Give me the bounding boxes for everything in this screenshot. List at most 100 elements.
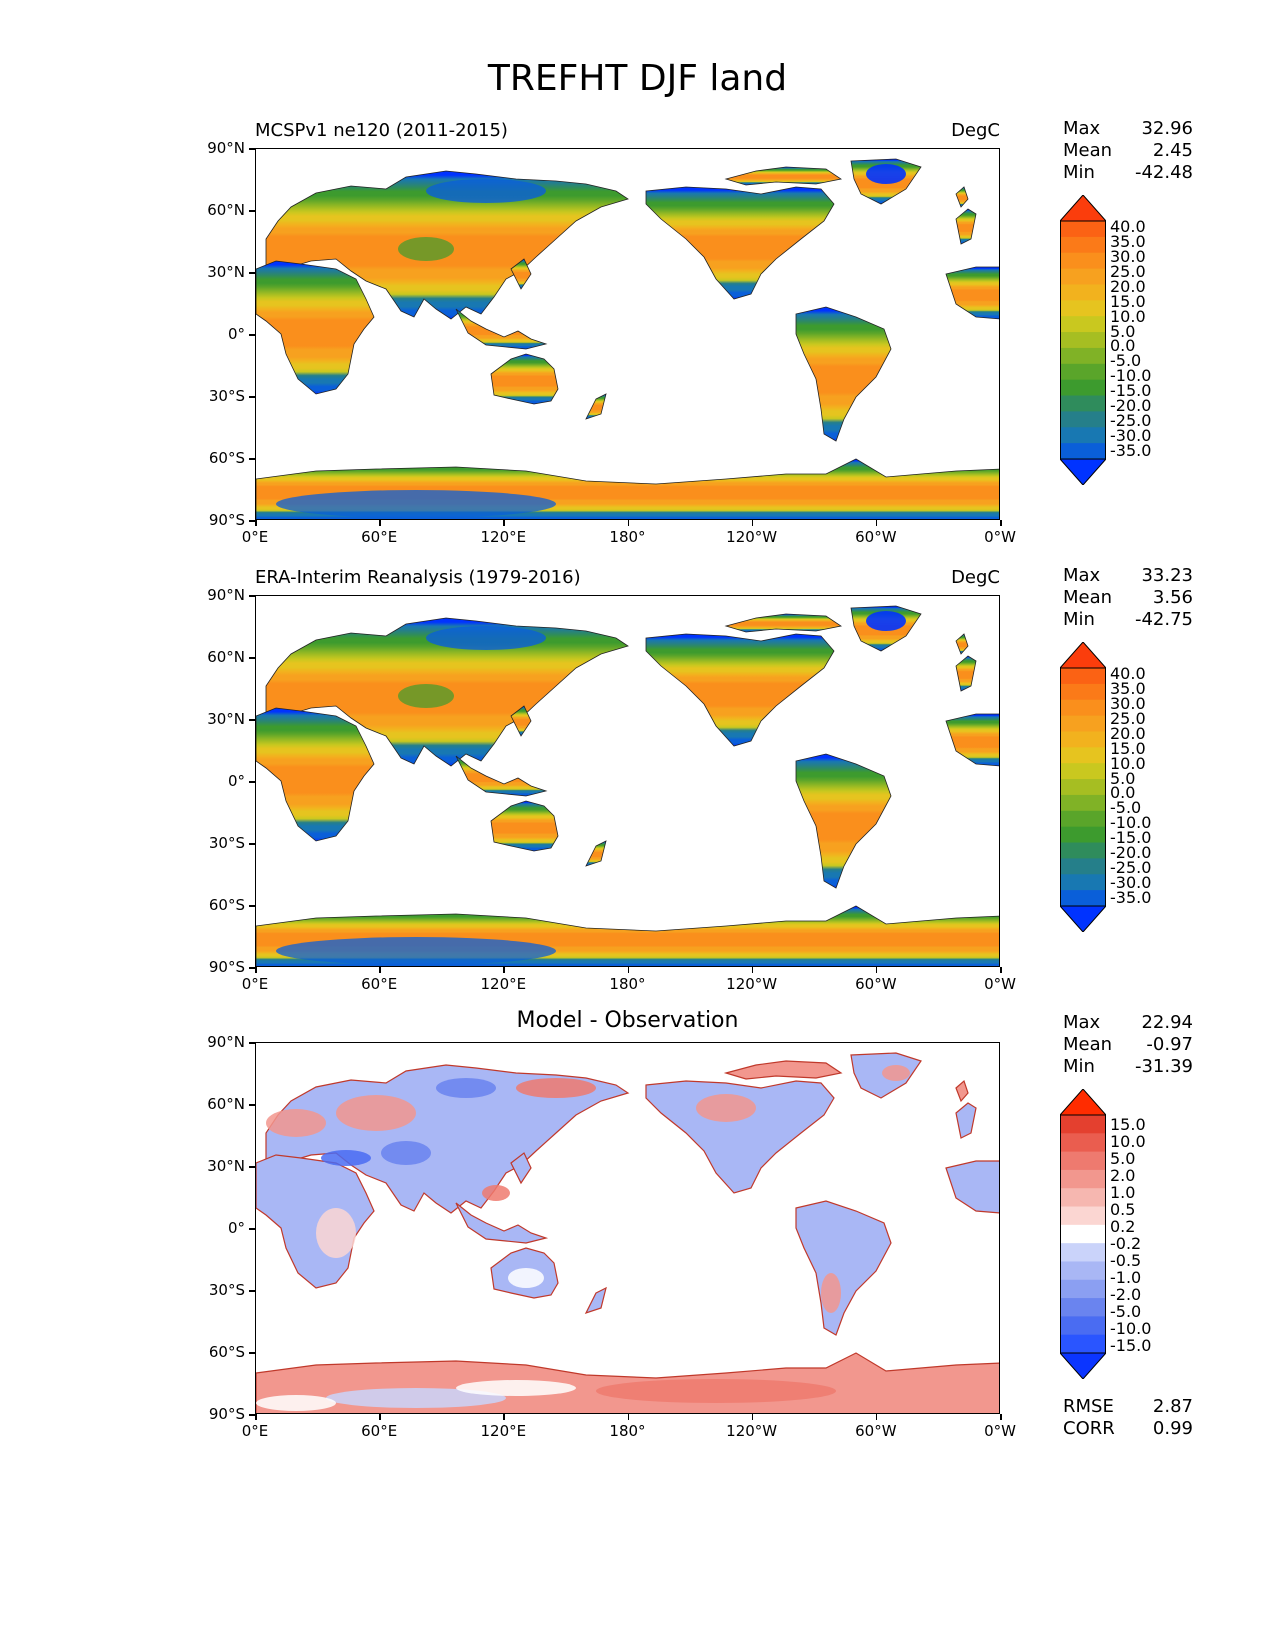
lat-tick-label: 30°N	[207, 263, 245, 281]
colorbar-segment	[1060, 842, 1106, 859]
lon-tick-label: 60°E	[361, 975, 398, 993]
colorbar-tick-label: 30.0	[1110, 247, 1146, 267]
lat-tick-label: 60°S	[208, 1343, 245, 1361]
lon-tick-mark	[751, 520, 754, 526]
colorbar-labels: 40.0 35.0 30.0 25.0 20.0 15.0 10.0 5.0 0.0 -5.0 -1…	[1110, 219, 1152, 460]
land-japan	[510, 258, 532, 290]
accuracy-row: RMSE 2.87	[1063, 1396, 1193, 1418]
lat-tick-label: 90°N	[207, 139, 245, 157]
lon-tick-label: 0°E	[241, 528, 269, 546]
stat-label: Mean	[1063, 1034, 1113, 1055]
stat-label: Max	[1063, 565, 1101, 586]
stat-row: Max 33.23	[1063, 565, 1193, 587]
colorbar-tick-label: 2.0	[1110, 1165, 1136, 1185]
colorbar-segment	[1060, 300, 1106, 317]
lon-tick-label: 120°W	[726, 1422, 778, 1440]
land-arctic	[723, 1060, 843, 1080]
colorbar-tick-label: 20.0	[1110, 723, 1146, 743]
lon-tick-label: 0°W	[984, 975, 1016, 993]
colorbar-segment	[1060, 284, 1106, 301]
stat-row: Min -42.48	[1063, 162, 1193, 184]
stat-value: 2.45	[1152, 140, 1193, 161]
land-nz	[584, 1286, 607, 1315]
land-iberia	[955, 208, 977, 245]
lat-tick-label: 30°S	[208, 1281, 245, 1299]
colorbar-tick-label: 15.0	[1110, 1114, 1146, 1134]
lon-tick-mark	[875, 967, 878, 973]
colorbar-tick-label: 35.0	[1110, 679, 1146, 699]
map-area	[255, 148, 1000, 520]
stat-row: Min -31.39	[1063, 1056, 1193, 1078]
anomaly-patch	[321, 1150, 371, 1166]
land-westafrica	[945, 266, 999, 320]
land-uk	[955, 186, 969, 208]
lat-tick-mark	[249, 781, 255, 783]
colorbar-tick-label: -35.0	[1110, 440, 1152, 460]
lat-tick-label: 60°N	[207, 648, 245, 666]
colorbar-tick-label: 10.0	[1110, 1131, 1146, 1151]
lat-tick-mark	[249, 396, 255, 398]
land-africa	[256, 1154, 375, 1289]
world-map	[256, 1052, 999, 1413]
colorbar-segment	[1060, 1224, 1106, 1244]
colorbar-segment	[1060, 683, 1106, 701]
colorbar-tick-label: 10.0	[1110, 306, 1146, 326]
land-uk	[955, 633, 969, 655]
colorbar-segment	[1060, 1133, 1106, 1153]
colorbar-tick-label: 25.0	[1110, 709, 1146, 729]
lon-tick-mark	[503, 520, 505, 526]
colorbar-segment	[1060, 1243, 1106, 1262]
colorbar-segment	[1060, 1298, 1106, 1317]
lat-tick-label: 60°S	[208, 449, 245, 467]
colorbar-tick-label: 15.0	[1110, 738, 1146, 758]
lon-tick-mark	[627, 967, 629, 973]
lat-tick-mark	[249, 148, 255, 150]
anomaly-patch	[821, 1273, 841, 1313]
land-namerica	[645, 633, 835, 747]
panel-title: Model - Observation	[516, 1008, 739, 1033]
antarctic-plateau-region	[276, 490, 556, 518]
accuracy-value: 2.87	[1152, 1396, 1193, 1417]
lat-tick-label: 60°S	[208, 896, 245, 914]
lat-tick-mark	[249, 719, 255, 721]
lat-tick-mark	[249, 967, 255, 969]
colorbar-segment	[1060, 1316, 1106, 1336]
lat-tick-mark	[249, 272, 255, 274]
lon-tick-label: 60°W	[855, 1422, 897, 1440]
colorbar-graphic	[1058, 194, 1108, 486]
colorbar-tick-label: -10.0	[1110, 813, 1152, 833]
land-arctic	[724, 166, 843, 186]
lat-tick-label: 0°	[227, 325, 245, 343]
stat-row: Mean 3.56	[1063, 587, 1193, 609]
stat-row: Max 22.94	[1063, 1012, 1193, 1034]
colorbar-graphic	[1058, 641, 1108, 933]
land-nz	[585, 840, 607, 867]
map-panel: ERA-Interim Reanalysis (1979-2016) DegC 90…	[0, 565, 1275, 1027]
colorbar-segment	[1060, 332, 1106, 349]
lon-tick-label: 0°W	[984, 528, 1016, 546]
accuracy-label: RMSE	[1063, 1396, 1114, 1417]
colorbar-segment	[1060, 1188, 1106, 1208]
lat-tick-label: 60°N	[207, 201, 245, 219]
colorbar-segment	[1060, 221, 1106, 238]
colorbar-tick-label: -25.0	[1110, 410, 1152, 430]
colorbar-tick-label: 30.0	[1110, 694, 1146, 714]
siberia-region	[426, 626, 546, 650]
land-namerica	[645, 186, 835, 300]
colorbar-tick-label: 0.0	[1110, 783, 1136, 803]
lon-tick-mark	[1000, 520, 1002, 526]
lon-tick-label: 60°E	[361, 1422, 398, 1440]
colorbar-tick-label: -10.0	[1110, 366, 1152, 386]
lon-tick-label: 60°W	[855, 975, 897, 993]
colorbar-tick-label: -30.0	[1110, 425, 1152, 445]
world-map	[256, 158, 999, 519]
units-label: DegC	[951, 120, 1000, 141]
colorbar-segment	[1060, 731, 1106, 748]
lon-tick-mark	[255, 520, 257, 526]
colorbar-labels: 15.0 10.0 5.0 2.0 1.0 0.5 0.2 -0.2 -0.5 -1.0 -2.0-…	[1110, 1116, 1151, 1354]
colorbar-graphic	[1058, 1088, 1108, 1380]
colorbar-extend-max	[1058, 194, 1108, 222]
colorbar-segment	[1060, 668, 1106, 685]
accuracy-label: CORR	[1063, 1418, 1115, 1439]
lat-tick-label: 90°N	[207, 586, 245, 604]
